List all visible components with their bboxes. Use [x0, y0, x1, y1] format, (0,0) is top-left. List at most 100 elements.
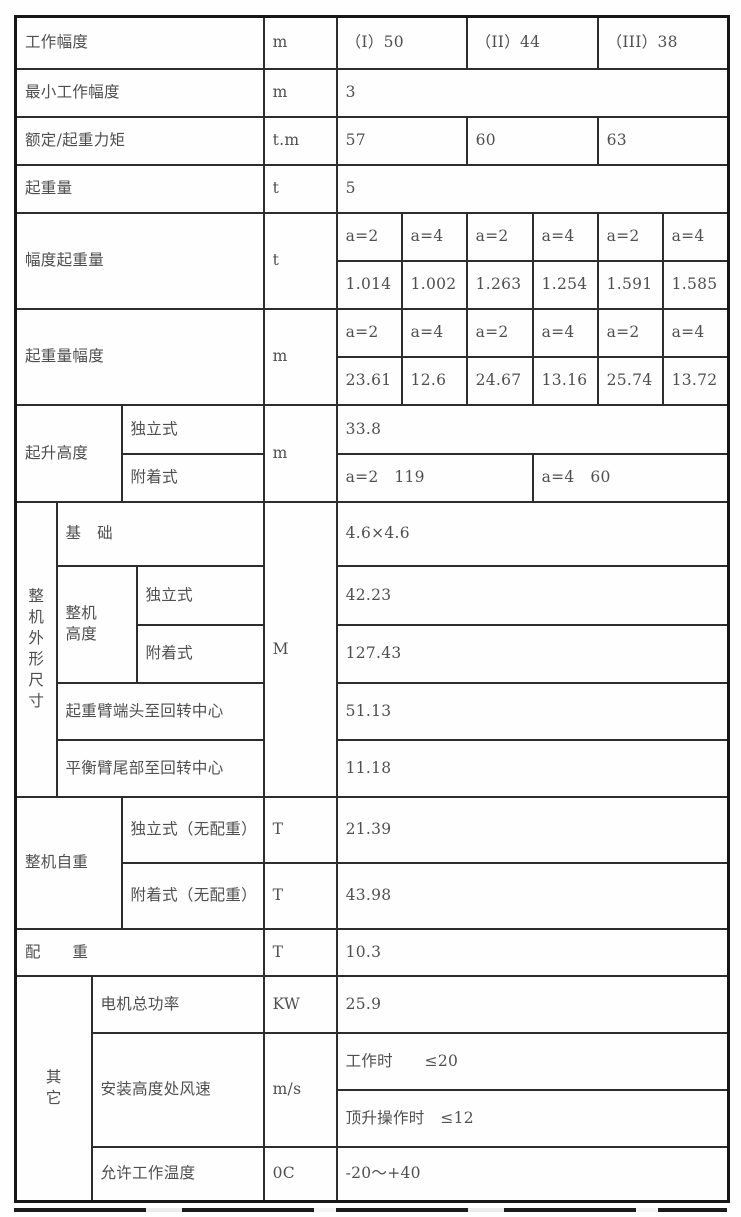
range-header-cell: a=4 — [400, 307, 468, 358]
lift-height-freestanding-value: 33.8 — [335, 403, 730, 455]
capacity-value-cell: 1.014 — [335, 259, 403, 310]
capacity-value-cell: 1.585 — [661, 259, 730, 310]
capacity-value-cell: 1.263 — [465, 259, 534, 310]
capacity-at-range-unit: t — [262, 211, 338, 310]
capacity-header-cell: a=4 — [400, 211, 468, 262]
work-range-value-2: （II）44 — [465, 15, 599, 70]
range-header-cell: a=4 — [531, 307, 599, 358]
work-range-label: 工作幅度 — [14, 15, 265, 70]
lift-height-freestanding-label: 独立式 — [120, 403, 265, 455]
row-range-at-capacity-values: 23.61 12.6 24.67 13.16 25.74 13.72 — [16, 355, 730, 406]
row-dims-height-attached: 附着式 127.43 — [16, 623, 730, 684]
weight-freestanding-value: 21.39 — [335, 795, 730, 864]
row-wind-working: 安装高度处风速 m/s 工作时 ≤20 — [16, 1031, 730, 1148]
range-header-cell: a=2 — [335, 307, 403, 358]
rated-moment-value-2: 60 — [465, 115, 599, 166]
lift-height-attached-label: 附着式 — [120, 452, 265, 503]
foundation-value: 4.6×4.6 — [335, 500, 730, 567]
row-dims-jib: 起重臂端头至回转中心 51.13 — [16, 681, 730, 741]
dims-attached-label: 附着式 — [135, 623, 265, 684]
weight-freestanding-unit: T — [262, 795, 338, 864]
lift-height-attached-value-2: a=4 60 — [531, 452, 730, 503]
counter-jib-label: 平衡臂尾部至回转中心 — [55, 738, 265, 798]
counterweight-value: 10.3 — [335, 927, 730, 977]
capacity-header-cell: a=4 — [661, 211, 730, 262]
lift-capacity-unit: t — [262, 163, 338, 214]
row-counterweight: 配 重 T 10.3 — [14, 927, 730, 977]
row-range-at-capacity-headers: 起重量幅度 m a=2 a=4 a=2 a=4 a=2 a=4 — [14, 307, 730, 406]
row-dims-counter-jib: 平衡臂尾部至回转中心 11.18 — [16, 738, 730, 798]
lift-capacity-label: 起重量 — [14, 163, 265, 214]
capacity-value-cell: 1.254 — [531, 259, 599, 310]
counterweight-label: 配 重 — [14, 927, 265, 977]
row-weight-attached: 附着式（无配重） T 43.98 — [16, 861, 730, 930]
row-lift-capacity: 起重量 t 5 — [14, 163, 730, 214]
motor-power-unit: KW — [262, 974, 338, 1034]
bottom-edge-artifact — [14, 1208, 727, 1212]
work-range-value-3: （III）38 — [596, 15, 730, 70]
overall-dims-unit: M — [262, 500, 338, 798]
row-motor-power: 其 它 电机总功率 KW 25.9 — [14, 974, 730, 1203]
work-range-value-1: （I）50 — [335, 15, 468, 70]
wind-working-value: 工作时 ≤20 — [335, 1031, 730, 1091]
row-dims-height-freestanding: 整机 高度 独立式 42.23 — [16, 564, 730, 684]
range-value-cell: 13.16 — [531, 355, 599, 406]
row-weight-freestanding: 整机自重 独立式（无配重） T 21.39 — [14, 795, 730, 930]
lift-capacity-value: 5 — [335, 163, 730, 214]
dims-attached-value: 127.43 — [335, 623, 730, 684]
weight-attached-value: 43.98 — [335, 861, 730, 930]
wind-jacking-value: 顶升操作时 ≤12 — [335, 1088, 730, 1148]
others-label: 其 它 — [14, 974, 93, 1203]
counterweight-unit: T — [262, 927, 338, 977]
capacity-at-range-label: 幅度起重量 — [14, 211, 265, 310]
rated-moment-label: 额定/起重力矩 — [14, 115, 265, 166]
work-temp-value: -20～+40 — [335, 1145, 730, 1203]
range-value-cell: 12.6 — [400, 355, 468, 406]
capacity-header-cell: a=2 — [335, 211, 403, 262]
wind-speed-label: 安装高度处风速 — [90, 1031, 265, 1148]
range-at-capacity-unit: m — [262, 307, 338, 406]
lift-height-attached-value-1: a=2 119 — [335, 452, 534, 503]
wind-speed-unit: m/s — [262, 1031, 338, 1148]
counter-jib-value: 11.18 — [335, 738, 730, 798]
row-work-temperature: 允许工作温度 0C -20～+40 — [16, 1145, 730, 1203]
overall-dims-label: 整 机 外 形 尺 寸 — [14, 500, 58, 798]
rated-moment-value-1: 57 — [335, 115, 468, 166]
range-value-cell: 25.74 — [596, 355, 664, 406]
weight-attached-label: 附着式（无配重） — [120, 861, 265, 930]
motor-power-value: 25.9 — [335, 974, 730, 1034]
range-header-cell: a=4 — [661, 307, 730, 358]
jib-value: 51.13 — [335, 681, 730, 741]
range-at-capacity-label: 起重量幅度 — [14, 307, 265, 406]
row-min-work-range: 最小工作幅度 m 3 — [14, 67, 730, 118]
lift-height-unit: m — [262, 403, 338, 503]
row-rated-moment: 额定/起重力矩 t.m 57 60 63 — [14, 115, 730, 166]
range-header-cell: a=2 — [465, 307, 534, 358]
row-dims-foundation: 整 机 外 形 尺 寸 基 础 M 4.6×4.6 — [14, 500, 730, 798]
range-value-cell: 13.72 — [661, 355, 730, 406]
capacity-header-cell: a=2 — [465, 211, 534, 262]
capacity-value-cell: 1.002 — [400, 259, 468, 310]
weight-attached-unit: T — [262, 861, 338, 930]
work-range-unit: m — [262, 15, 338, 70]
row-lift-height-freestanding: 起升高度 独立式 m 33.8 — [14, 403, 730, 503]
capacity-header-cell: a=4 — [531, 211, 599, 262]
row-work-range: 工作幅度 m （I）50 （II）44 （III）38 — [14, 15, 730, 70]
weight-freestanding-label: 独立式（无配重） — [120, 795, 265, 864]
rated-moment-value-3: 63 — [596, 115, 730, 166]
capacity-value-cell: 1.591 — [596, 259, 664, 310]
row-lift-height-attached: 附着式 a=2 119 a=4 60 — [16, 452, 730, 503]
crane-spec-table: 工作幅度 m （I）50 （II）44 （III）38 最小工作幅度 m 3 额… — [14, 15, 731, 1203]
machine-height-label: 整机 高度 — [55, 564, 138, 684]
total-weight-label: 整机自重 — [14, 795, 123, 930]
capacity-header-cell: a=2 — [596, 211, 664, 262]
jib-label: 起重臂端头至回转中心 — [55, 681, 265, 741]
row-capacity-at-range-headers: 幅度起重量 t a=2 a=4 a=2 a=4 a=2 a=4 — [14, 211, 730, 310]
row-wind-jacking: 顶升操作时 ≤12 — [16, 1088, 730, 1148]
min-work-range-value: 3 — [335, 67, 730, 118]
range-header-cell: a=2 — [596, 307, 664, 358]
lift-height-label: 起升高度 — [14, 403, 123, 503]
work-temp-label: 允许工作温度 — [90, 1145, 265, 1203]
dims-freestanding-label: 独立式 — [135, 564, 265, 626]
